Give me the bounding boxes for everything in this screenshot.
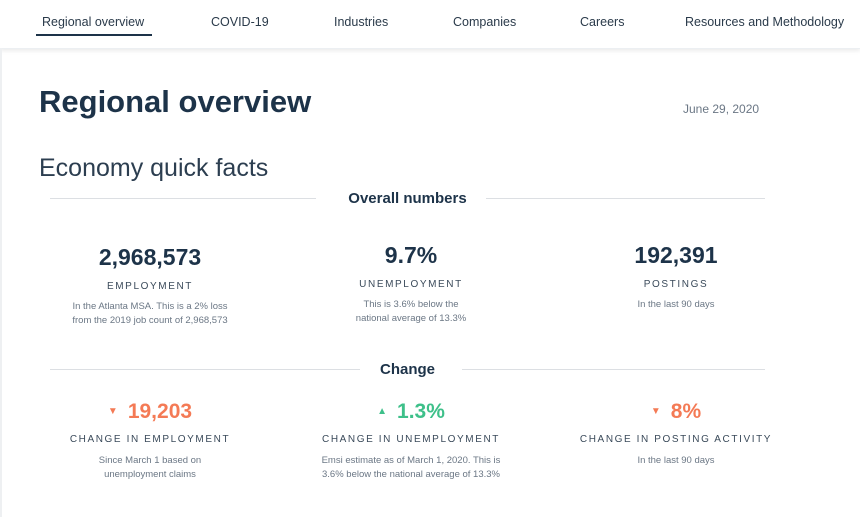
nav-tab-companies[interactable]: Companies <box>453 15 517 29</box>
change-value: ▼ 19,203 <box>50 400 250 424</box>
divider-line-right <box>486 198 765 199</box>
left-border <box>0 48 2 517</box>
divider-line-left <box>50 369 360 370</box>
change-value-text: 8% <box>670 400 702 423</box>
change-caption: CHANGE IN EMPLOYMENT <box>69 434 231 445</box>
stat-postings: 192,391 POSTINGS In the last 90 days <box>576 242 776 312</box>
arrow-down-icon: ▼ <box>650 406 661 417</box>
change-description: Since March 1 based on unemployment clai… <box>98 455 202 480</box>
nav-tab-industries[interactable]: Industries <box>334 15 389 29</box>
change-employment: ▼ 19,203 CHANGE IN EMPLOYMENT Since March… <box>50 400 250 482</box>
stat-value: 9.7% <box>384 242 438 268</box>
arrow-down-icon: ▼ <box>107 406 118 417</box>
nav-tab-resources-methodology[interactable]: Resources and Methodology <box>685 15 845 29</box>
nav-tab-covid-19[interactable]: COVID-19 <box>211 15 269 29</box>
top-nav: Regional overview COVID-19 Industries Co… <box>0 0 860 49</box>
nav-tab-regional-overview[interactable]: Regional overview <box>35 15 153 36</box>
change-value: ▲ 1.3% <box>311 400 511 424</box>
page-date: June 29, 2020 <box>683 102 760 116</box>
divider-line-right <box>462 369 765 370</box>
page-title: Regional overview <box>39 84 312 119</box>
stat-value: 2,968,573 <box>98 244 202 270</box>
change-unemployment: ▲ 1.3% CHANGE IN UNEMPLOYMENT Emsi estima… <box>311 400 511 482</box>
change-posting-activity: ▼ 8% CHANGE IN POSTING ACTIVITY In the la… <box>576 400 776 468</box>
change-divider: Change <box>50 361 765 378</box>
stat-employment: 2,968,573 EMPLOYMENT In the Atlanta MSA.… <box>50 244 250 328</box>
change-description: In the last 90 days <box>637 455 715 466</box>
stat-value: 192,391 <box>634 242 718 268</box>
change-caption: CHANGE IN UNEMPLOYMENT <box>322 434 500 445</box>
change-description: Emsi estimate as of March 1, 2020. This … <box>321 455 501 480</box>
stat-unemployment: 9.7% UNEMPLOYMENT This is 3.6% below the… <box>311 242 511 326</box>
stat-caption: EMPLOYMENT <box>106 281 193 292</box>
stat-description: In the last 90 days <box>637 299 715 310</box>
overall-numbers-heading: Overall numbers <box>348 190 467 207</box>
change-caption: CHANGE IN POSTING ACTIVITY <box>579 434 773 445</box>
stat-caption: UNEMPLOYMENT <box>359 279 463 290</box>
stat-caption: POSTINGS <box>643 279 709 290</box>
stat-description: In the Atlanta MSA. This is a 2% loss fr… <box>72 301 228 326</box>
change-value-text: 1.3% <box>397 400 445 423</box>
arrow-up-icon: ▲ <box>377 406 388 417</box>
change-heading: Change <box>379 361 435 378</box>
section-title: Economy quick facts <box>39 154 269 182</box>
divider-line-left <box>50 198 316 199</box>
overall-numbers-divider: Overall numbers <box>50 190 765 207</box>
change-value: ▼ 8% <box>576 400 776 424</box>
nav-tab-careers[interactable]: Careers <box>580 15 625 29</box>
change-value-text: 19,203 <box>127 400 193 423</box>
stat-description: This is 3.6% below the national average … <box>355 299 467 324</box>
